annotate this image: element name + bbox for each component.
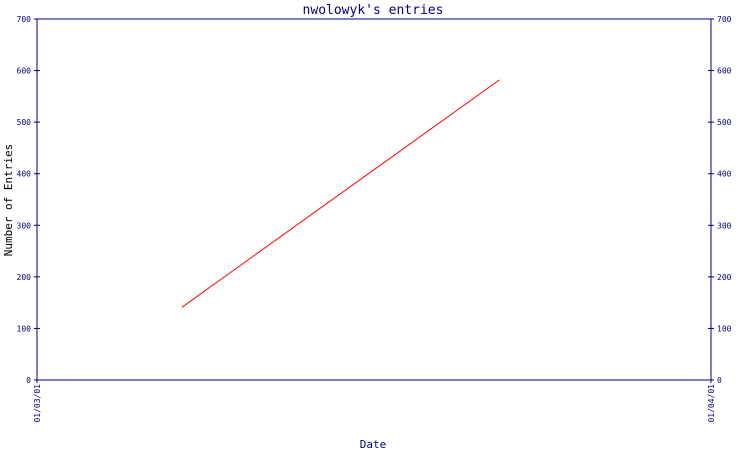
y-tick-label-right: 100 xyxy=(717,324,732,333)
y-tick-label-left: 400 xyxy=(17,170,32,179)
x-tick-label: 01/04/01 xyxy=(707,384,716,423)
y-tick-label-right: 400 xyxy=(717,170,732,179)
y-tick-label-left: 500 xyxy=(17,118,32,127)
y-axis-ticks: 0 0 100 100 200 200 300 300 400 400 500 500 600 600 70… xyxy=(17,15,732,385)
y-tick-label-left: 300 xyxy=(17,221,32,230)
y-tick-label-right: 500 xyxy=(717,118,732,127)
y-tick-label-right: 300 xyxy=(717,221,732,230)
y-tick-label-right: 700 xyxy=(717,15,732,24)
x-axis-label: Date xyxy=(360,438,387,450)
y-tick-label-left: 100 xyxy=(17,324,32,333)
x-tick-label: 01/03/01 xyxy=(33,384,42,423)
y-tick-label-right: 200 xyxy=(717,273,732,282)
series-line xyxy=(181,79,500,308)
y-tick-label-left: 700 xyxy=(17,15,32,24)
y-axis-label: Number of Entries xyxy=(2,144,15,257)
chart-title: nwolowyk's entries xyxy=(303,3,444,18)
series-group xyxy=(181,79,500,308)
x-axis-ticks: 01/03/01 01/04/01 xyxy=(33,377,716,423)
y-tick-label-left: 200 xyxy=(17,273,32,282)
y-tick-label-left: 600 xyxy=(17,67,32,76)
plot-area xyxy=(36,18,712,381)
y-tick-label-right: 600 xyxy=(717,67,732,76)
y-tick-label-right: 0 xyxy=(717,376,722,385)
y-tick-label-left: 0 xyxy=(26,376,31,385)
